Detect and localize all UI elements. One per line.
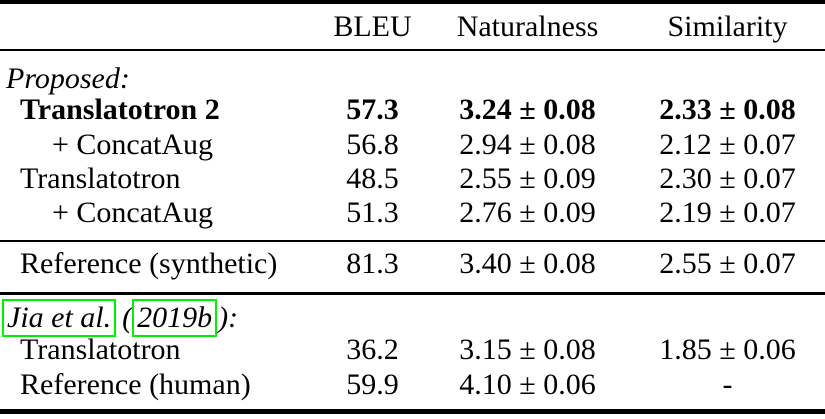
bleu-value: 36.2 xyxy=(346,333,399,366)
row-reference-synthetic: Reference (synthetic) 81.3 3.40 ± 0.08 2… xyxy=(0,247,825,281)
row-translatotron-2: Translatotron 2 57.3 3.24 ± 0.08 2.33 ± … xyxy=(0,93,825,127)
bleu-value: 59.9 xyxy=(346,368,399,401)
bleu-value: 57.3 xyxy=(346,93,399,126)
row-reference-human: Reference (human) 59.9 4.10 ± 0.06 - xyxy=(0,368,825,402)
row-label: Translatotron xyxy=(20,162,181,195)
similarity-value: 2.55 ± 0.07 xyxy=(659,247,796,280)
bleu-value: 48.5 xyxy=(346,162,399,195)
naturalness-value: 3.40 ± 0.08 xyxy=(459,247,596,280)
column-header-similarity: Similarity xyxy=(667,10,788,43)
section-title-proposed: Proposed: xyxy=(6,62,130,95)
bleu-value: 56.8 xyxy=(346,128,399,161)
table-rule-top xyxy=(0,0,825,4)
row-jia-translatotron: Translatotron 36.2 3.15 ± 0.08 1.85 ± 0.… xyxy=(0,333,825,367)
naturalness-value: 2.76 ± 0.09 xyxy=(459,196,596,229)
citation-open-paren: ( xyxy=(122,301,133,334)
section-title-jia-2019: Jia et al.(2019b): xyxy=(0,299,825,337)
citation-link-year[interactable]: 2019b xyxy=(132,299,218,337)
column-header-bleu: BLEU xyxy=(333,10,412,43)
column-header-naturalness: Naturalness xyxy=(456,10,599,43)
row-label: Reference (synthetic) xyxy=(20,247,278,280)
table-rule-mid-2 xyxy=(0,292,825,295)
naturalness-value: 3.15 ± 0.08 xyxy=(459,333,596,366)
row-label: + ConcatAug xyxy=(52,128,214,161)
table-header-row: BLEU Naturalness Similarity xyxy=(0,6,825,48)
naturalness-value: 3.24 ± 0.08 xyxy=(459,93,596,126)
row-translatotron-2-concataug: + ConcatAug 56.8 2.94 ± 0.08 2.12 ± 0.07 xyxy=(0,128,825,162)
bleu-value: 81.3 xyxy=(346,247,399,280)
row-label: Translatotron 2 xyxy=(20,93,220,126)
naturalness-value: 2.55 ± 0.09 xyxy=(459,162,596,195)
similarity-value: 2.12 ± 0.07 xyxy=(659,128,796,161)
table-rule-header xyxy=(0,49,825,51)
similarity-value: 2.19 ± 0.07 xyxy=(659,196,796,229)
citation-close-colon: ): xyxy=(218,301,239,334)
table-rule-mid-1 xyxy=(0,240,825,242)
naturalness-value: 4.10 ± 0.06 xyxy=(459,368,596,401)
bleu-value: 51.3 xyxy=(346,196,399,229)
row-label: + ConcatAug xyxy=(52,196,214,229)
row-label: Translatotron xyxy=(20,333,181,366)
row-label: Reference (human) xyxy=(20,368,251,401)
section-row-jia-2019: Jia et al.(2019b): xyxy=(0,299,825,337)
similarity-value: - xyxy=(722,368,733,401)
similarity-value: 2.33 ± 0.08 xyxy=(659,93,796,126)
row-translatotron: Translatotron 48.5 2.55 ± 0.09 2.30 ± 0.… xyxy=(0,162,825,196)
table-rule-bottom xyxy=(0,409,825,414)
citation-link-authors[interactable]: Jia et al. xyxy=(2,299,117,337)
similarity-value: 2.30 ± 0.07 xyxy=(659,162,796,195)
section-row-proposed: Proposed: xyxy=(0,62,825,96)
similarity-value: 1.85 ± 0.06 xyxy=(659,333,796,366)
naturalness-value: 2.94 ± 0.08 xyxy=(459,128,596,161)
row-translatotron-concataug: + ConcatAug 51.3 2.76 ± 0.09 2.19 ± 0.07 xyxy=(0,196,825,230)
